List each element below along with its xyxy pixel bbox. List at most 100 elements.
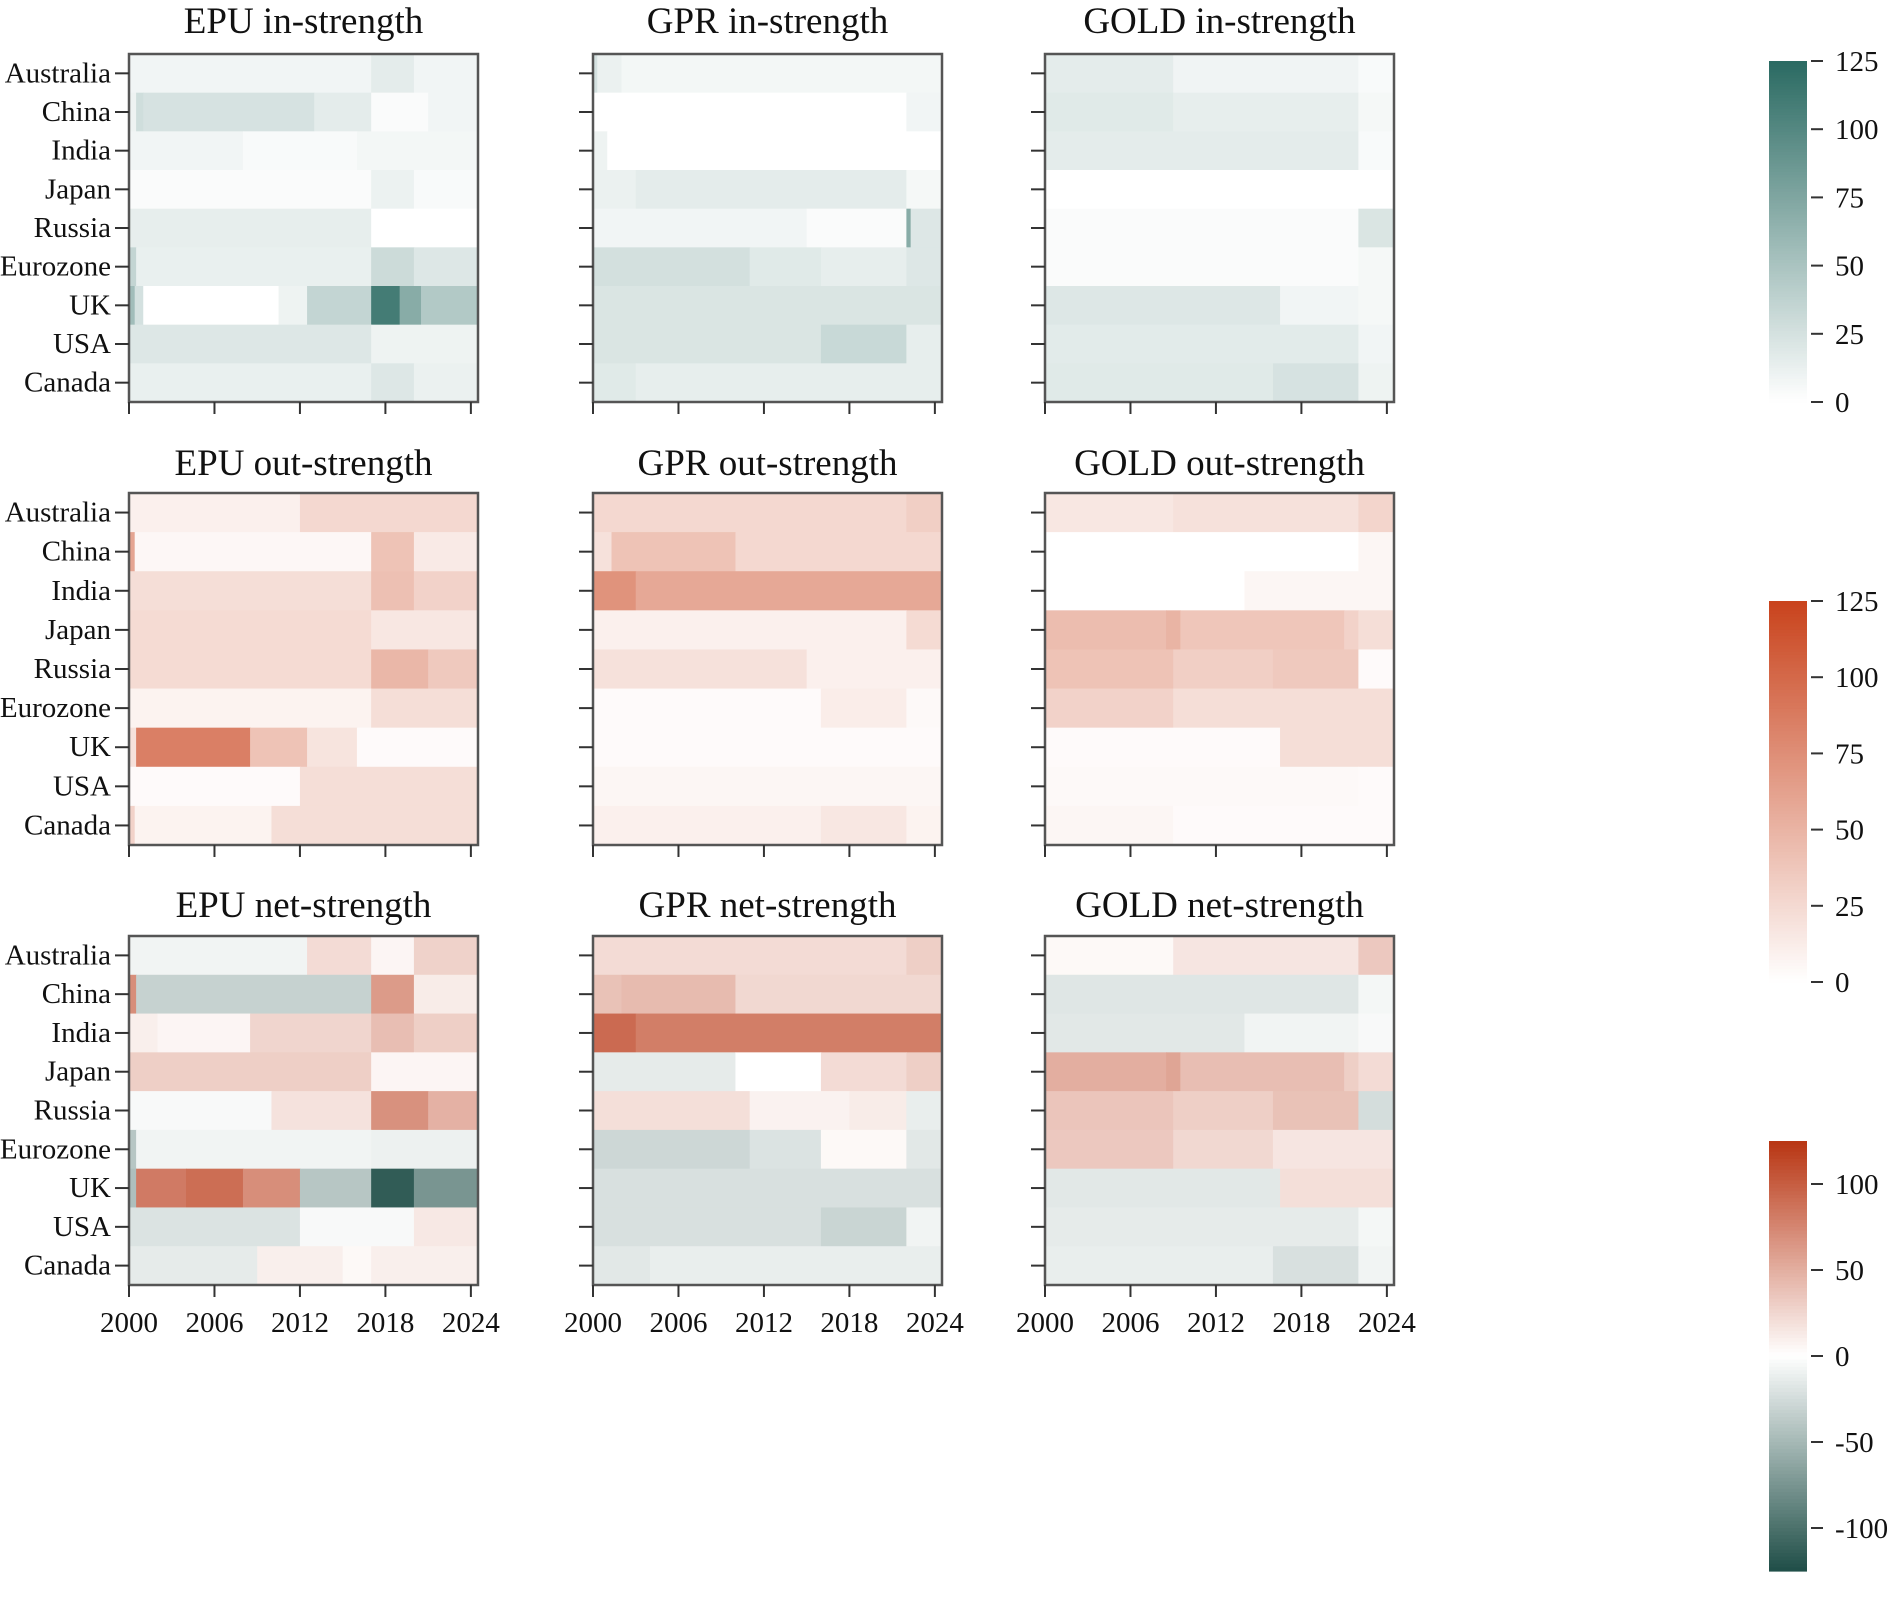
colorbar-swatch: [1769, 1409, 1807, 1414]
colorbar-swatch: [1769, 966, 1807, 970]
colorbar-swatch: [1769, 183, 1807, 187]
colorbar-swatch: [1769, 1388, 1807, 1393]
colorbar-swatch: [1769, 390, 1807, 395]
heatmap-cell: [1358, 936, 1395, 976]
heatmap-cell: [413, 936, 479, 976]
heatmap-cell: [129, 805, 136, 846]
heatmap-cell: [820, 1052, 907, 1092]
colorbar-swatch: [1769, 756, 1807, 761]
x-tick-label: 2024: [1358, 1307, 1417, 1339]
colorbar-swatch: [1769, 715, 1807, 720]
heatmap-cell: [371, 649, 429, 690]
heatmap-cell: [129, 131, 244, 171]
colorbar-swatch: [1769, 623, 1807, 627]
y-tick-label: Russia: [34, 653, 111, 685]
colorbar-swatch: [1769, 203, 1807, 207]
x-tick-label: 2024: [906, 1307, 965, 1339]
heatmap-cell: [129, 324, 372, 364]
colorbar-swatch: [1769, 1191, 1807, 1196]
colorbar-tick-label: 0: [1835, 1341, 1850, 1373]
colorbar-swatch: [1769, 132, 1807, 136]
colorbar-swatch: [1769, 225, 1807, 230]
heatmap-cell: [1173, 493, 1359, 533]
colorbar-swatch: [1769, 1184, 1807, 1189]
colorbar-swatch: [1769, 1144, 1807, 1149]
heatmap-cell: [371, 286, 401, 326]
heatmap-cell: [136, 974, 372, 1015]
heatmap-cell: [1045, 131, 1359, 171]
heatmap-cells: [593, 493, 943, 846]
colorbar-swatch: [1769, 724, 1807, 729]
heatmap-cell: [597, 54, 623, 94]
y-tick-label: Russia: [34, 1095, 111, 1127]
heatmap-cell: [1358, 247, 1395, 287]
heatmap-cell: [129, 92, 137, 132]
colorbar-swatch: [1769, 396, 1807, 400]
colorbar-swatch: [1769, 667, 1807, 672]
heatmap-cell: [242, 131, 358, 171]
colorbar-swatch: [1769, 262, 1807, 267]
colorbar-swatch: [1769, 861, 1807, 866]
colorbar-swatch: [1769, 348, 1807, 352]
heatmap-cell: [129, 1013, 159, 1053]
colorbar-swatch: [1769, 1173, 1807, 1178]
colorbar-swatch: [1769, 686, 1807, 691]
colorbar-swatch: [1769, 858, 1807, 862]
colorbar-swatch: [1769, 333, 1807, 338]
heatmap-cell: [1173, 54, 1359, 94]
panel-title: GPR out-strength: [637, 443, 898, 484]
colorbar-swatch: [1769, 743, 1807, 748]
heatmap-cell: [593, 363, 637, 403]
colorbar-swatch: [1769, 208, 1807, 213]
heatmap-cell: [735, 974, 943, 1015]
heatmap-cell: [299, 1168, 372, 1209]
heatmap-cell: [1358, 286, 1395, 326]
colorbar-swatch: [1769, 274, 1807, 278]
heatmap-cell: [1358, 54, 1395, 94]
heatmap-cell: [1166, 1052, 1181, 1092]
colorbar-swatch: [1769, 937, 1807, 942]
heatmap-cell: [820, 805, 907, 846]
heatmap-cells: [129, 493, 479, 846]
heatmap-cell: [143, 286, 280, 326]
colorbar-swatch: [1769, 282, 1807, 287]
colorbar-swatch: [1769, 362, 1807, 366]
heatmap-cell: [129, 1129, 137, 1170]
heatmap-cell: [129, 286, 136, 326]
heatmap-cell: [593, 936, 907, 976]
colorbar-swatch: [1769, 1402, 1807, 1407]
colorbar-swatch: [1769, 788, 1807, 793]
colorbar-swatch: [1769, 699, 1807, 704]
x-tick-label: 2000: [100, 1307, 158, 1339]
colorbar-swatch: [1769, 959, 1807, 964]
heatmap-cell: [129, 766, 301, 807]
heatmap-cell: [820, 247, 907, 287]
heatmap-cell: [806, 649, 943, 690]
heatmap-cell: [749, 1129, 822, 1170]
colorbar-swatch: [1769, 813, 1807, 818]
colorbar-in-strength: 125 100 75 50 25 0: [1769, 46, 1879, 419]
heatmap-cell: [1272, 1091, 1359, 1131]
heatmap-cell: [428, 92, 479, 132]
heatmap-cell: [1045, 610, 1167, 651]
colorbar-swatch: [1769, 867, 1807, 872]
colorbar-swatch: [1769, 1424, 1807, 1429]
heatmap-cell: [1173, 649, 1274, 690]
colorbar-swatch: [1769, 248, 1807, 252]
colorbar-swatch: [1769, 1302, 1807, 1307]
colorbar-swatch: [1769, 339, 1807, 343]
colorbar-swatch: [1769, 1348, 1807, 1354]
heatmap-cell: [413, 247, 479, 287]
colorbar-tick-label: 0: [1835, 387, 1850, 419]
heatmap-cell: [1358, 92, 1395, 132]
panel-title: GPR in-strength: [647, 1, 889, 42]
colorbar-swatch: [1769, 626, 1807, 631]
panel-gpr-in-strength: GPR in-strength: [579, 1, 944, 414]
panel-epu-in-strength: EPU in-strength Australia China India Japan R…: [0, 1, 480, 414]
colorbar-swatch: [1769, 61, 1807, 65]
colorbar-swatch: [1769, 1162, 1807, 1167]
colorbar-swatch: [1769, 978, 1807, 983]
heatmap-cell: [1045, 286, 1281, 326]
colorbar-swatch: [1769, 168, 1807, 173]
colorbar-swatch: [1769, 285, 1807, 289]
